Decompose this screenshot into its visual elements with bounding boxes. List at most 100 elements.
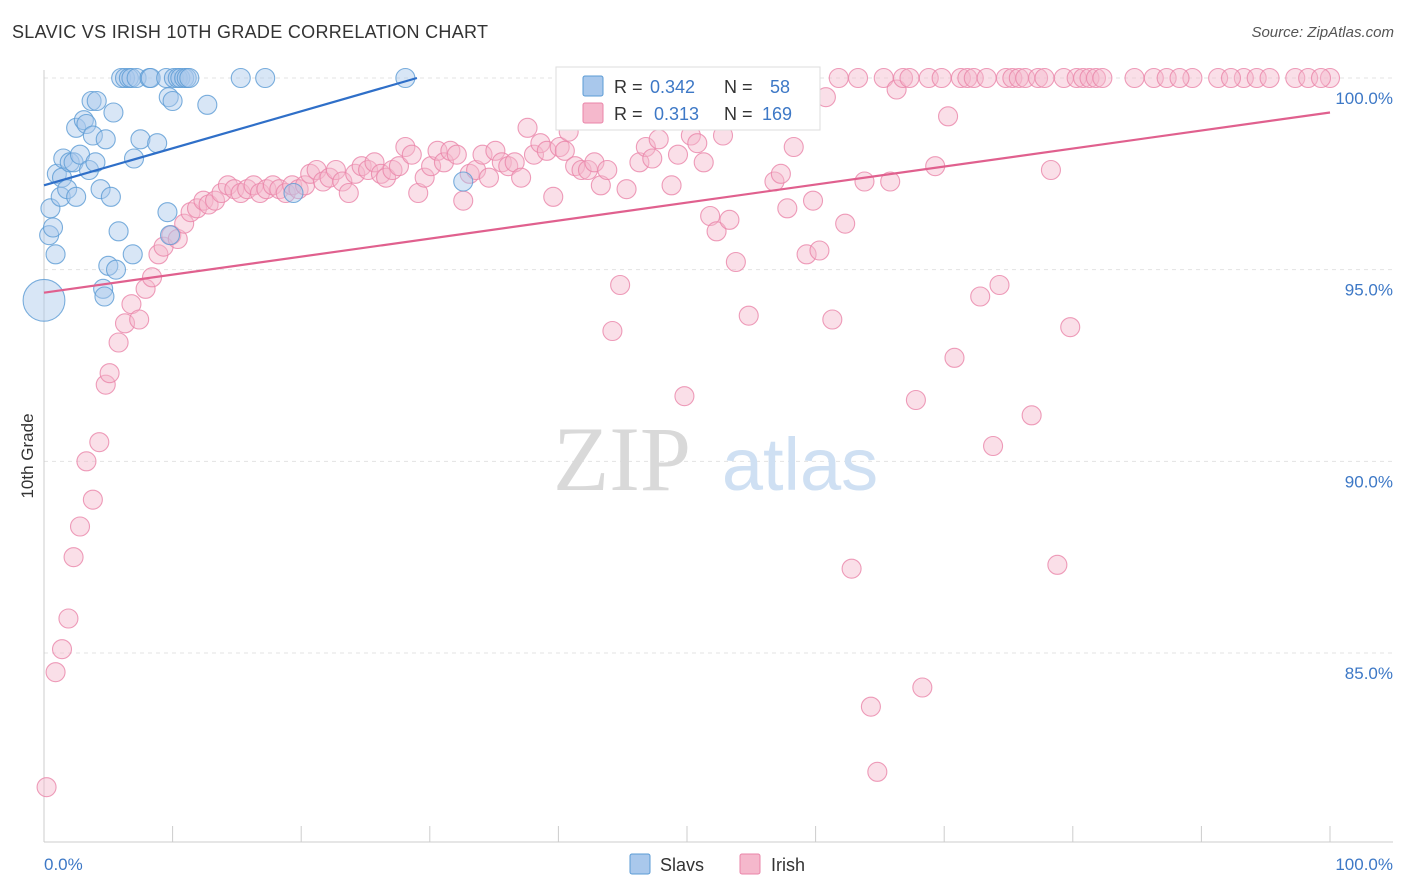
- irish-point: [1085, 67, 1106, 89]
- irish-n-value: 169: [762, 104, 792, 124]
- irish-point: [108, 332, 129, 353]
- irish-point: [847, 67, 869, 89]
- slavs-n-label: N =: [724, 77, 753, 97]
- irish-point: [1034, 67, 1055, 89]
- trend-lines: [43, 76, 1331, 294]
- slavs-point: [108, 221, 129, 242]
- axes: [43, 70, 1393, 843]
- irish-point: [822, 309, 843, 330]
- irish-point: [938, 106, 959, 127]
- slavs-r-value: 0.342: [650, 77, 695, 97]
- slavs-point: [162, 90, 183, 112]
- irish-legend-swatch: [582, 102, 604, 124]
- irish-point: [809, 240, 830, 261]
- irish-point: [63, 547, 84, 568]
- irish-point: [536, 140, 557, 161]
- slavs-point: [85, 152, 106, 173]
- irish-point: [338, 182, 359, 204]
- stats-legend: R = 0.342 N = 58 R = 0.313 N = 169: [555, 66, 821, 131]
- irish-point: [738, 305, 759, 326]
- y-tick-label: 95.0%: [1345, 281, 1393, 300]
- slavs-point: [42, 217, 64, 238]
- irish-point: [944, 347, 965, 368]
- irish-point: [82, 489, 103, 510]
- irish-point: [364, 152, 385, 173]
- irish-point: [892, 67, 914, 89]
- irish-point: [1310, 67, 1332, 89]
- irish-point: [217, 175, 238, 196]
- irish-point: [886, 79, 907, 100]
- irish-point: [1092, 67, 1113, 89]
- irish-point: [180, 202, 201, 223]
- irish-point: [1124, 67, 1145, 89]
- irish-point: [642, 148, 663, 169]
- irish-point: [523, 144, 545, 165]
- slavs-point: [140, 67, 161, 89]
- irish-point: [433, 152, 454, 173]
- y-tick-label: 100.0%: [1335, 89, 1393, 108]
- irish-point: [249, 182, 271, 204]
- irish-point: [661, 175, 682, 196]
- slavs-point: [22, 278, 66, 322]
- irish-point: [45, 662, 66, 683]
- irish-point: [835, 213, 856, 234]
- irish-point: [69, 516, 91, 537]
- irish-point: [571, 159, 592, 181]
- y-tick-labels: 85.0% 90.0% 95.0% 100.0%: [1335, 89, 1393, 683]
- irish-point: [76, 451, 97, 472]
- slavs-point: [86, 90, 107, 112]
- slavs-point: [105, 259, 127, 280]
- irish-point: [325, 159, 346, 181]
- irish-point: [332, 171, 353, 192]
- legend-slavs-swatch: [629, 853, 651, 875]
- slavs-point: [45, 244, 66, 265]
- y-tick-label: 90.0%: [1345, 472, 1393, 491]
- irish-point: [802, 190, 824, 211]
- irish-point: [565, 156, 586, 177]
- irish-point: [905, 389, 926, 411]
- irish-n-label: N =: [724, 104, 753, 124]
- series-legend: Slavs Irish: [629, 853, 805, 875]
- irish-point: [899, 67, 920, 89]
- watermark-zip: ZIP: [553, 408, 691, 510]
- slavs-legend-swatch: [582, 75, 604, 97]
- irish-point: [667, 144, 689, 165]
- irish-point: [408, 182, 429, 204]
- irish-point: [478, 167, 500, 188]
- irish-point: [629, 152, 650, 173]
- slavs-point: [76, 113, 97, 135]
- slavs-point: [453, 171, 474, 192]
- slavs-n-value: 58: [770, 77, 790, 97]
- slavs-point: [100, 186, 121, 207]
- irish-point: [300, 163, 321, 184]
- irish-point: [584, 152, 605, 173]
- irish-point: [351, 156, 372, 177]
- irish-point: [1169, 67, 1190, 89]
- irish-r-label: R =: [614, 104, 643, 124]
- irish-trend-line: [43, 111, 1331, 294]
- irish-point: [860, 696, 881, 717]
- irish-point: [841, 558, 862, 579]
- irish-point: [610, 274, 631, 296]
- irish-point: [1040, 159, 1061, 181]
- irish-point: [880, 171, 901, 192]
- irish-point: [674, 386, 695, 407]
- irish-point: [770, 163, 791, 184]
- irish-point: [99, 363, 120, 384]
- irish-point: [783, 136, 804, 158]
- irish-point: [828, 67, 849, 89]
- irish-point: [554, 140, 575, 161]
- irish-point: [796, 244, 817, 265]
- irish-point: [602, 320, 623, 342]
- irish-point: [1220, 67, 1242, 89]
- slavs-point: [230, 67, 251, 89]
- irish-point: [597, 159, 618, 181]
- irish-point: [706, 221, 727, 242]
- irish-point: [1028, 67, 1049, 89]
- irish-point: [388, 156, 409, 177]
- irish-point: [174, 213, 195, 234]
- y-tick-label: 85.0%: [1345, 664, 1393, 683]
- irish-point: [616, 179, 637, 200]
- irish-point: [1047, 554, 1068, 575]
